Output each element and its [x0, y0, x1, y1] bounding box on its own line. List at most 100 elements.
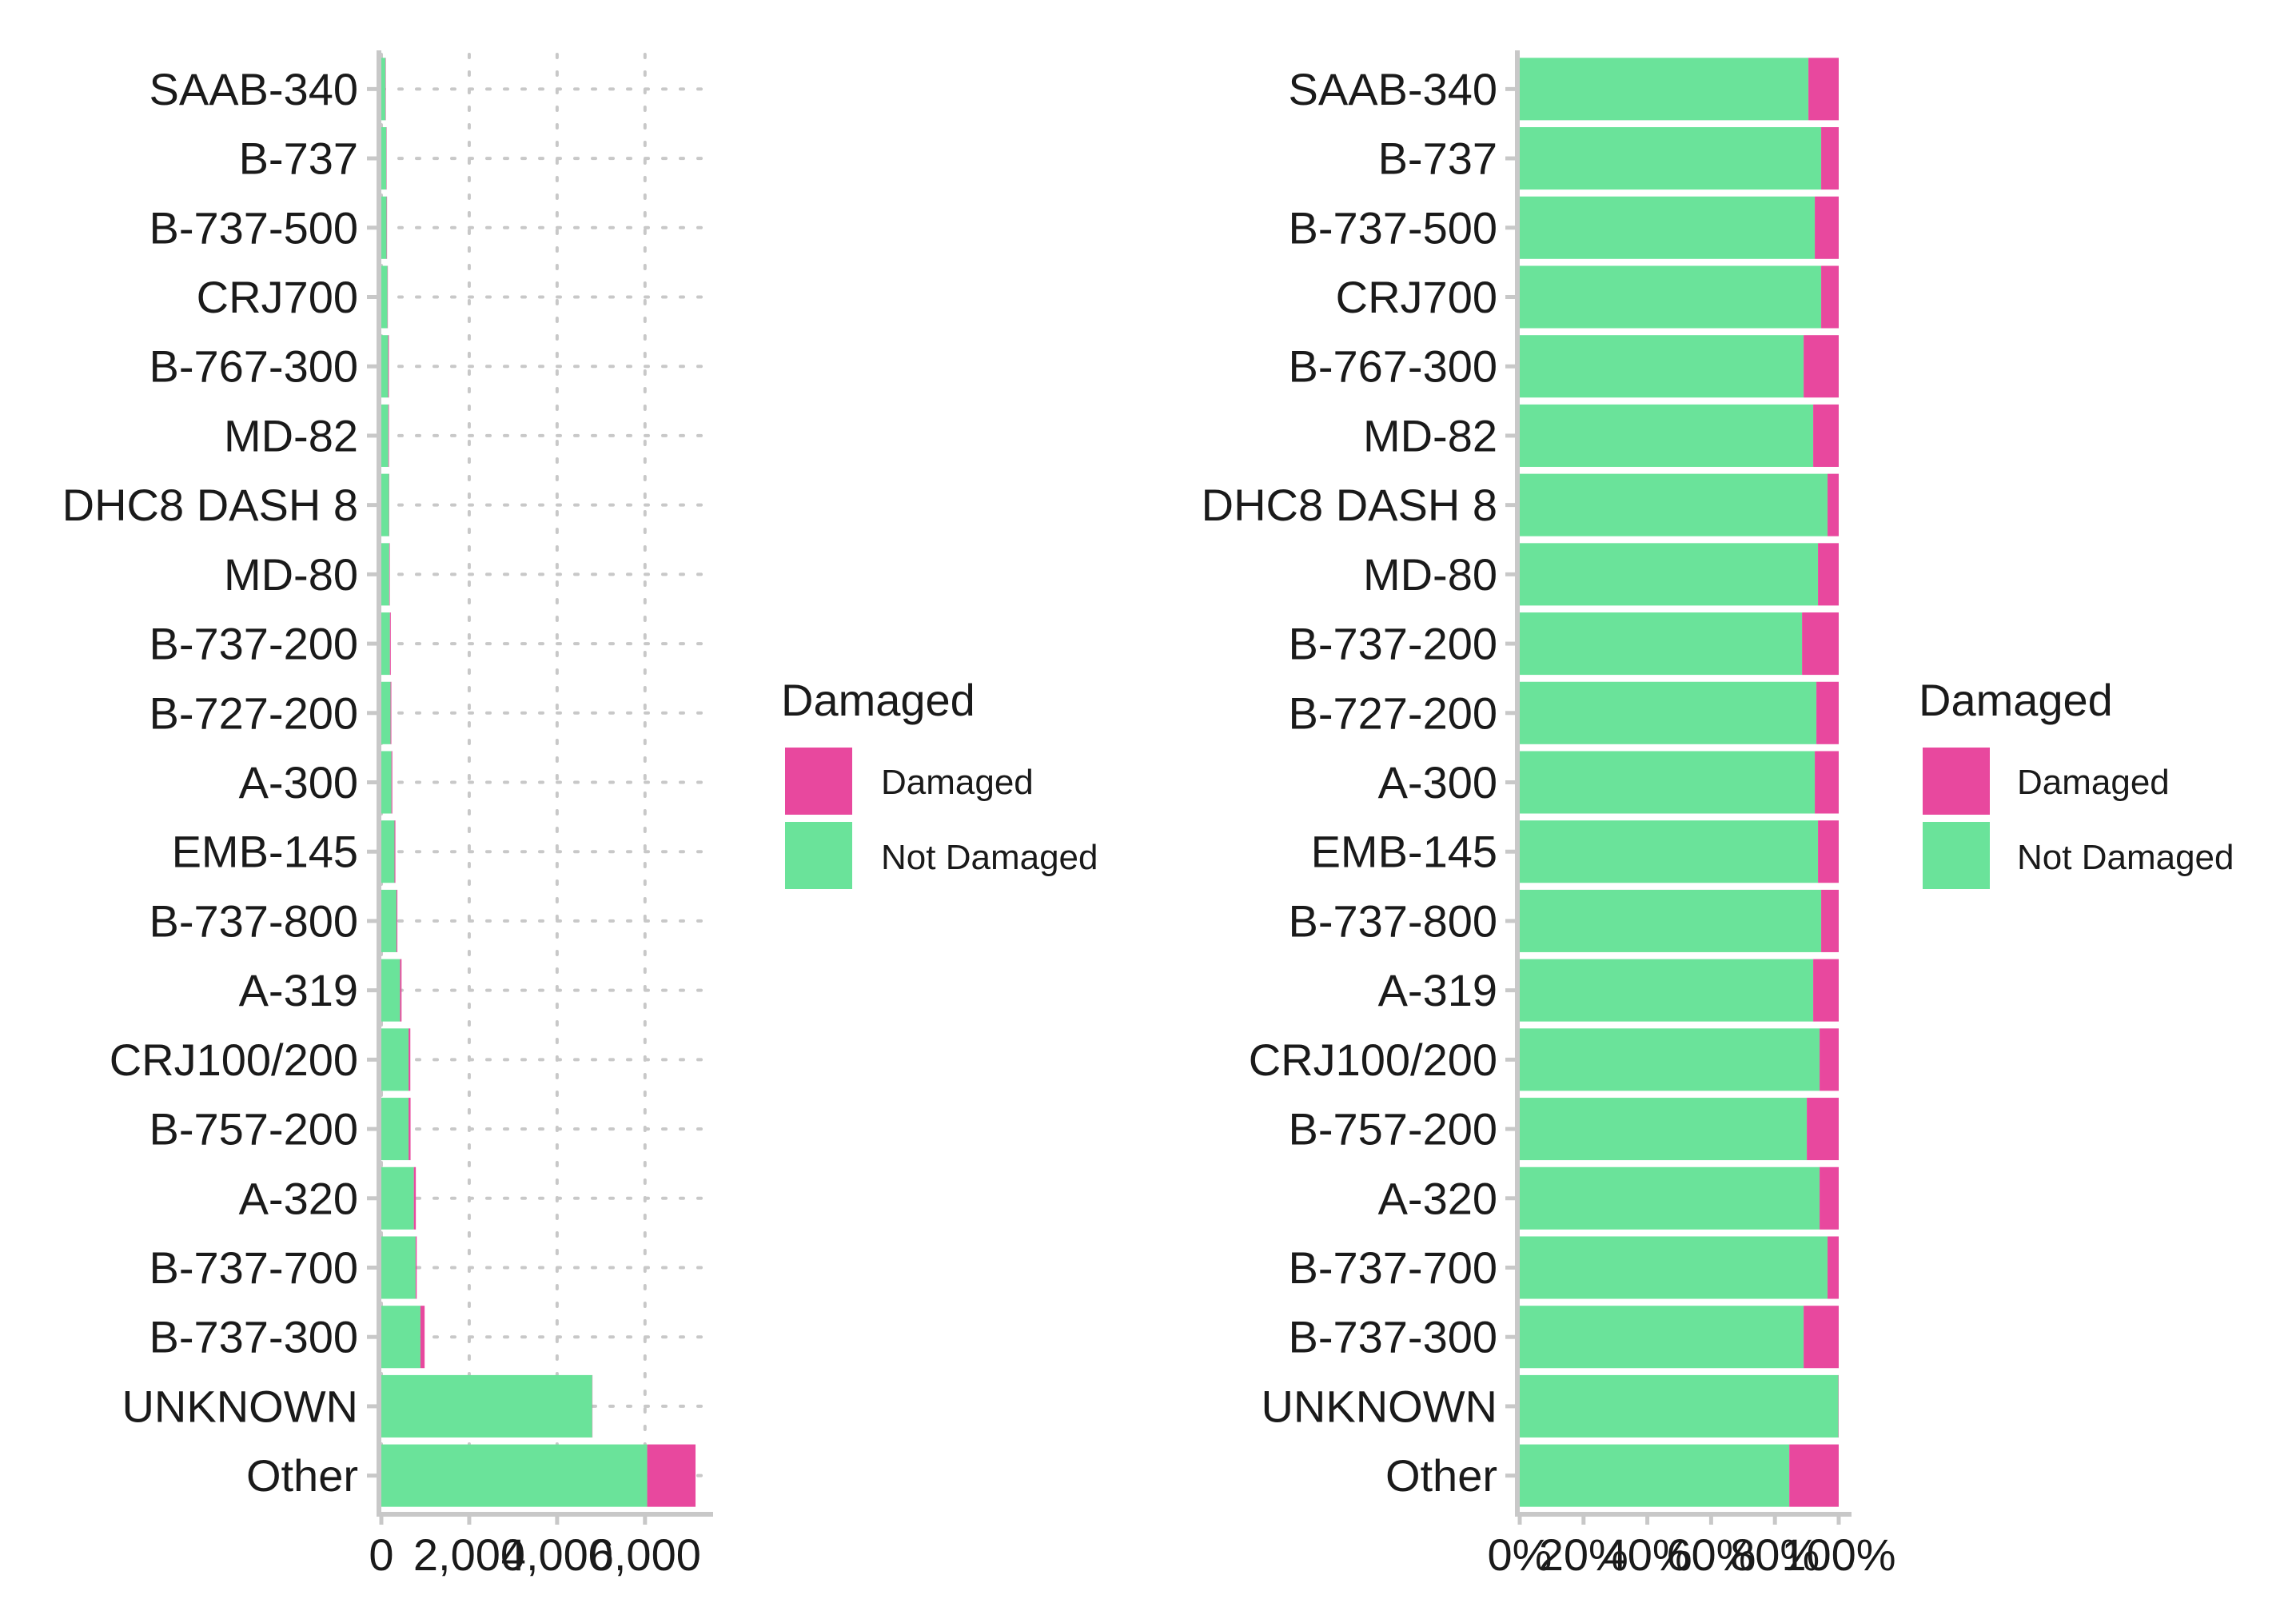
x-tick-label: 2,000 [413, 1529, 525, 1580]
bar-not-damaged [1520, 1306, 1804, 1369]
bar-damaged [1821, 265, 1839, 329]
bar-damaged [391, 751, 393, 814]
bar-damaged [389, 543, 390, 606]
category-label: B-737 [1378, 134, 1497, 184]
bar-not-damaged [381, 543, 389, 606]
bar-damaged [390, 681, 392, 744]
bar-damaged [1808, 58, 1839, 121]
category-label: B-737-200 [1288, 619, 1497, 669]
bar-not-damaged [1520, 58, 1809, 121]
bar-damaged [1818, 820, 1839, 883]
bar-not-damaged [381, 1166, 414, 1230]
bar-not-damaged [381, 751, 392, 814]
category-label: B-737-500 [1288, 202, 1497, 253]
bar-not-damaged [381, 196, 387, 259]
x-tick-label: 100% [1781, 1529, 1895, 1580]
bar-damaged [1816, 681, 1839, 744]
bar-damaged [1828, 473, 1839, 536]
x-tick-label: 0% [1488, 1529, 1553, 1580]
x-tick-label: 6,000 [589, 1529, 701, 1580]
legend-swatch-damaged [785, 748, 852, 815]
bar-not-damaged [381, 612, 390, 676]
legend-count-chart: Damaged Damaged Not Damaged [781, 675, 1098, 889]
bar-not-damaged [1520, 1444, 1790, 1507]
x-tick-label: 80% [1730, 1529, 1820, 1580]
legend-label-not-damaged: Not Damaged [881, 838, 1098, 877]
category-label: SAAB-340 [149, 64, 359, 114]
category-label: B-737-500 [149, 202, 358, 253]
bar-damaged [409, 1098, 411, 1161]
category-label: Other [246, 1450, 358, 1501]
count-bar-chart: SAAB-340 B-737 B-737-500 CRJ700 B-767-300 MD-… [62, 50, 715, 1580]
bar-not-damaged [1520, 612, 1803, 676]
category-label: CRJ700 [1336, 272, 1497, 322]
bar-not-damaged [1520, 681, 1817, 744]
category-label: EMB-145 [172, 827, 358, 877]
bar-not-damaged [1520, 1098, 1808, 1161]
category-label: A-300 [1378, 757, 1497, 808]
category-label: B-737-700 [1288, 1242, 1497, 1293]
category-label: A-320 [239, 1173, 358, 1223]
category-label: A-319 [1378, 965, 1497, 1015]
bar-damaged [389, 612, 391, 676]
bar-not-damaged [1520, 889, 1822, 952]
bar-damaged [1807, 1098, 1839, 1161]
category-label: B-757-200 [1288, 1104, 1497, 1154]
category-label: B-737-300 [1288, 1312, 1497, 1362]
bar-damaged [1813, 959, 1839, 1022]
bar-not-damaged [381, 58, 386, 121]
bar-damaged [1820, 1028, 1839, 1091]
legend-swatch-damaged [1923, 748, 1990, 815]
bar-not-damaged [381, 1098, 409, 1161]
bar-damaged [1818, 543, 1839, 606]
bar-not-damaged [1520, 543, 1819, 606]
category-label: CRJ100/200 [110, 1035, 358, 1085]
bar-damaged [647, 1444, 696, 1507]
bar-not-damaged [381, 1444, 648, 1507]
bar-damaged [420, 1306, 425, 1369]
category-label: EMB-145 [1311, 827, 1497, 877]
category-label: MD-82 [1363, 410, 1497, 461]
bar-damaged [1789, 1444, 1839, 1507]
bar-not-damaged [1520, 404, 1814, 467]
category-label: A-319 [239, 965, 358, 1015]
bar-not-damaged [381, 820, 395, 883]
bar-damaged [386, 196, 388, 259]
bar-not-damaged [1520, 820, 1819, 883]
bar-not-damaged [381, 959, 401, 1022]
category-label: B-737-800 [149, 895, 358, 946]
category-label: CRJ100/200 [1249, 1035, 1497, 1085]
category-label: A-320 [1378, 1173, 1497, 1223]
bar-not-damaged [1520, 959, 1814, 1022]
bar-not-damaged [1520, 1166, 1820, 1230]
bar-damaged [394, 820, 396, 883]
category-label: Other [1385, 1450, 1497, 1501]
category-label: CRJ700 [197, 272, 358, 322]
category-label: DHC8 DASH 8 [1202, 480, 1497, 530]
bar-not-damaged [381, 1374, 592, 1438]
bar-not-damaged [1520, 473, 1828, 536]
bar-damaged [1804, 335, 1839, 398]
bar-not-damaged [381, 1306, 421, 1369]
category-label: B-767-300 [149, 341, 358, 392]
bar-not-damaged [381, 1236, 416, 1299]
category-label: B-727-200 [149, 688, 358, 738]
x-tick-label: 0 [369, 1529, 393, 1580]
bar-not-damaged [381, 265, 388, 329]
x-tick-label: 40% [1603, 1529, 1692, 1580]
category-label: B-737 [239, 134, 358, 184]
bar-damaged [1821, 889, 1839, 952]
category-label: A-300 [239, 757, 358, 808]
legend-label-damaged: Damaged [881, 763, 1034, 802]
legend-swatch-not-damaged [1923, 822, 1990, 889]
category-label: B-737-700 [149, 1242, 358, 1293]
percent-bar-chart: SAAB-340 B-737 B-737-500 CRJ700 B-767-300 MD-… [1202, 50, 1896, 1580]
bar-not-damaged [1520, 127, 1822, 190]
category-label: DHC8 DASH 8 [62, 480, 358, 530]
legend-label-not-damaged: Not Damaged [2017, 838, 2234, 877]
bar-not-damaged [381, 473, 389, 536]
bar-not-damaged [1520, 751, 1816, 814]
bar-not-damaged [1520, 335, 1804, 398]
x-tick-label: 20% [1539, 1529, 1628, 1580]
bar-not-damaged [381, 1028, 409, 1091]
